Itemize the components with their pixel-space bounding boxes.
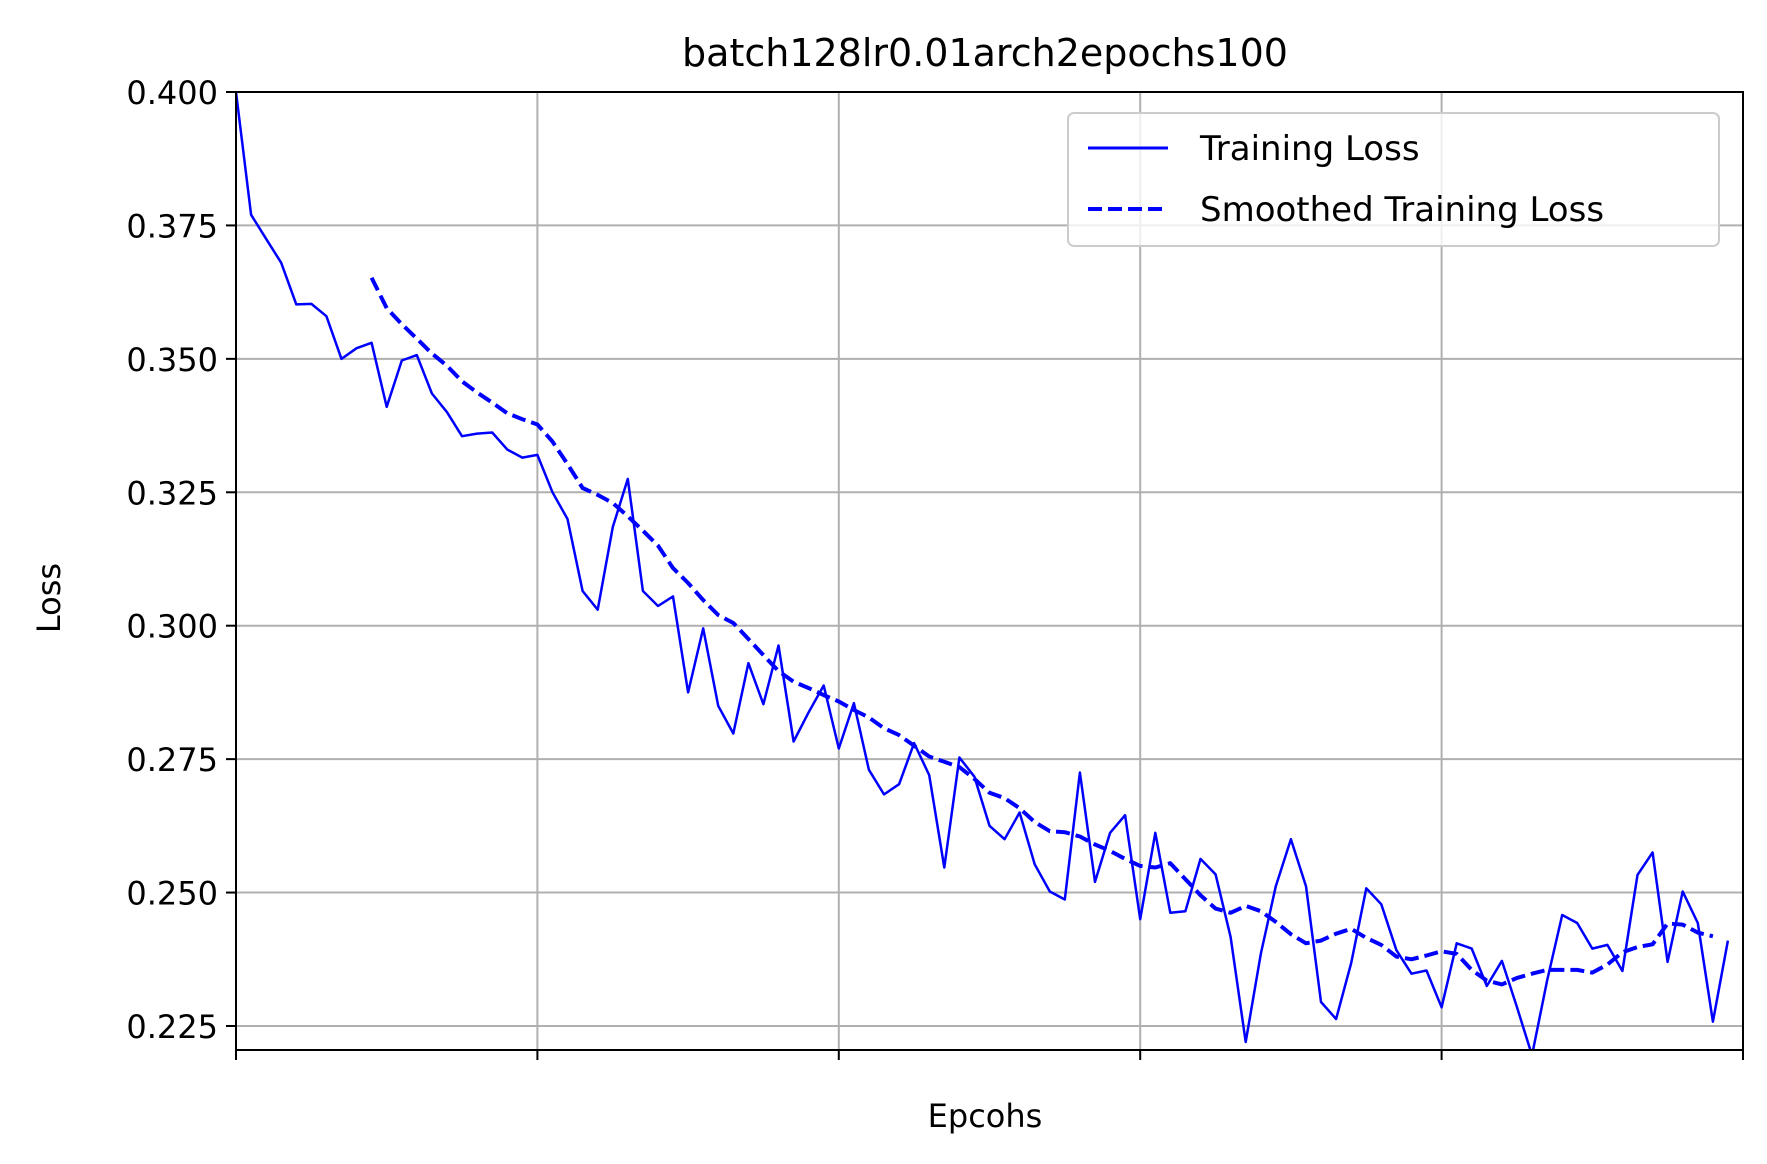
y-tick-label: 0.225 (126, 1008, 218, 1046)
y-tick-label: 0.300 (126, 608, 218, 646)
legend-training-loss-label: Training Loss (1199, 129, 1420, 169)
y-tick-label: 0.325 (126, 474, 218, 512)
legend-smoothed-loss-label: Smoothed Training Loss (1200, 190, 1604, 230)
plot-frame (235, 91, 1744, 1051)
smoothed-training-loss-line (369, 276, 1714, 987)
x-axis-label: Epcohs (928, 1097, 1043, 1135)
y-tick-label: 0.350 (126, 341, 218, 379)
training-loss-line (236, 92, 1730, 1050)
y-tick-label: 0.400 (126, 74, 218, 112)
y-tick-label: 0.250 (126, 875, 218, 913)
legend: Training Loss Smoothed Training Loss (1067, 112, 1720, 247)
chart-title: batch128lr0.01arch2epochs100 (682, 31, 1288, 75)
legend-box (1067, 112, 1720, 247)
y-axis-ticks: 0.225 0.250 0.275 0.300 0.325 0.350 0.375 0.400 (126, 74, 236, 1046)
plot-lines (236, 92, 1730, 1050)
y-tick-label: 0.275 (126, 741, 218, 779)
y-axis-label: Loss (30, 563, 68, 633)
y-tick-label: 0.375 (126, 207, 218, 245)
x-axis-ticks (235, 1050, 1744, 1060)
